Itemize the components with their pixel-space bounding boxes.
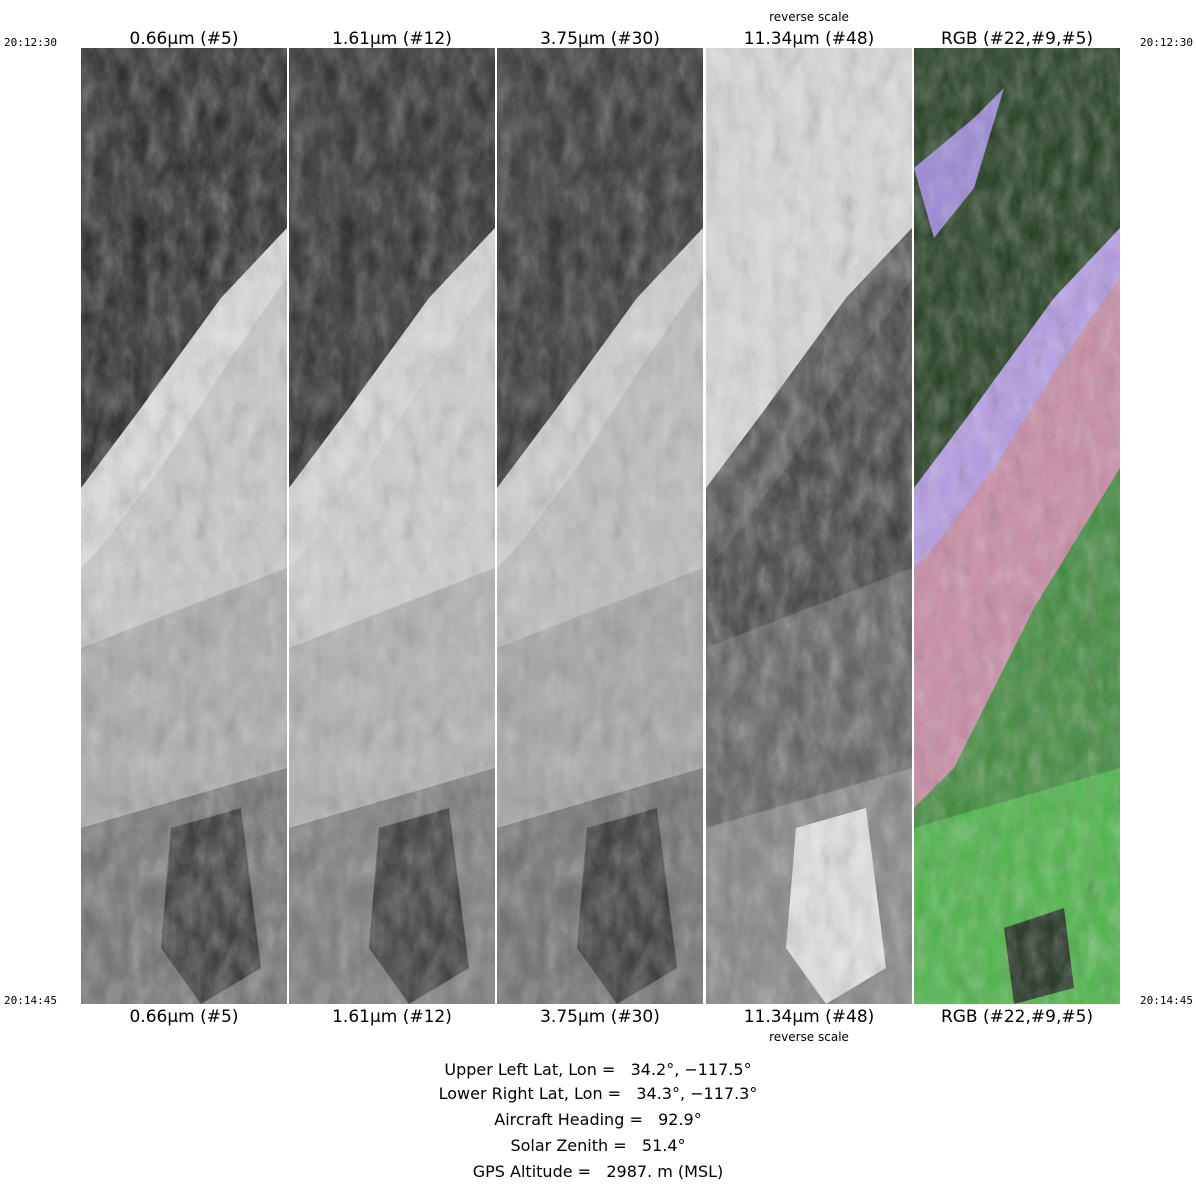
info-label: GPS Altitude = <box>472 1162 592 1181</box>
info-value: 92.9° <box>658 1110 702 1129</box>
info-solar-zenith: Solar Zenith = 51.4° <box>0 1134 1196 1158</box>
info-gps-altitude: GPS Altitude = 2987. m (MSL) <box>0 1160 1196 1184</box>
band-title-bottom-5: RGB (#22,#9,#5) <box>940 1007 1094 1027</box>
info-lower-right: Lower Right Lat, Lon = 34.3°, −117.3° <box>0 1082 1196 1106</box>
satellite-image-band-5 <box>81 48 287 1004</box>
info-value: 2987. m (MSL) <box>606 1162 724 1181</box>
info-value: 51.4° <box>641 1136 686 1155</box>
info-label: Solar Zenith = <box>510 1136 627 1155</box>
info-label: Upper Left Lat, Lon = <box>444 1060 616 1079</box>
band-title-top-5: RGB (#22,#9,#5) <box>940 29 1094 49</box>
band-title-top-2: 1.61μm (#12) <box>332 29 452 49</box>
band-title-top-3: 3.75μm (#30) <box>540 29 660 49</box>
image-panel-3-75um <box>497 48 703 1004</box>
start-time-right: 20:12:30 <box>1140 36 1193 49</box>
end-time-left: 20:14:45 <box>4 994 57 1007</box>
satellite-image-band-30 <box>497 48 703 1004</box>
info-label: Lower Right Lat, Lon = <box>438 1084 622 1103</box>
image-panel-11-34um <box>706 48 912 1004</box>
image-panel-rgb <box>914 48 1120 1004</box>
image-panel-0-66um <box>81 48 287 1004</box>
satellite-image-rgb-composite <box>914 48 1120 1004</box>
band-title-top-4: 11.34μm (#48) <box>743 29 875 49</box>
band-title-top-1: 0.66μm (#5) <box>129 29 239 49</box>
info-heading: Aircraft Heading = 92.9° <box>0 1108 1196 1132</box>
band-title-bottom-2: 1.61μm (#12) <box>332 1007 452 1027</box>
reverse-scale-note-bottom: reverse scale <box>769 1030 849 1044</box>
band-title-bottom-1: 0.66μm (#5) <box>129 1007 239 1027</box>
info-value: 34.2°, −117.5° <box>630 1060 752 1079</box>
info-upper-left: Upper Left Lat, Lon = 34.2°, −117.5° <box>0 1058 1196 1082</box>
satellite-image-band-48-reverse <box>706 48 912 1004</box>
info-value: 34.3°, −117.3° <box>636 1084 758 1103</box>
reverse-scale-note-top: reverse scale <box>769 10 849 24</box>
image-panel-1-61um <box>289 48 495 1004</box>
start-time-left: 20:12:30 <box>4 36 57 49</box>
info-label: Aircraft Heading = <box>494 1110 643 1129</box>
band-title-bottom-4: 11.34μm (#48) <box>743 1007 875 1027</box>
satellite-image-band-12 <box>289 48 495 1004</box>
end-time-right: 20:14:45 <box>1140 994 1193 1007</box>
band-title-bottom-3: 3.75μm (#30) <box>540 1007 660 1027</box>
